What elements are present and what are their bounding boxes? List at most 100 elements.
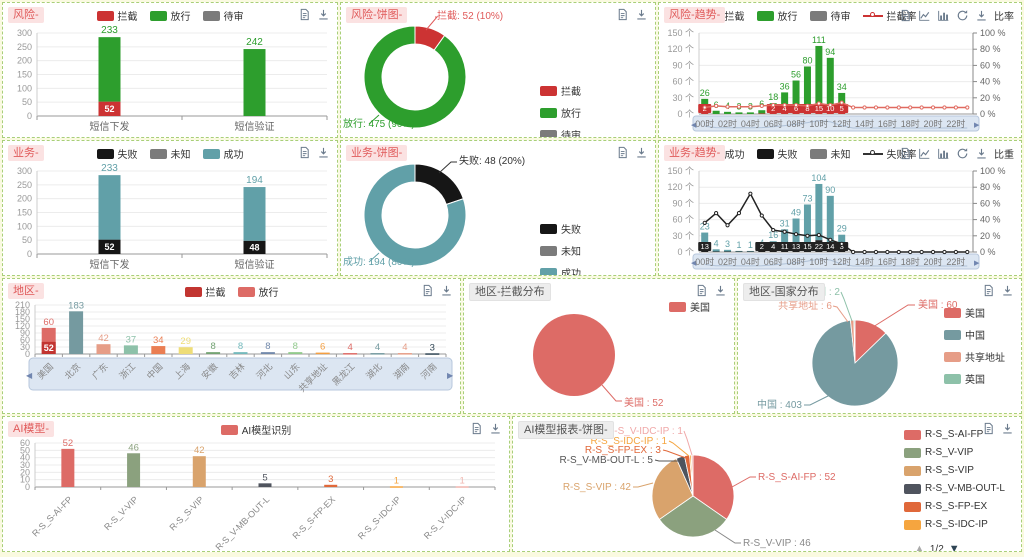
bar-segment[interactable] xyxy=(769,112,777,114)
legend-item[interactable]: 未知 xyxy=(149,146,191,161)
bar[interactable] xyxy=(96,344,111,354)
legend-item[interactable]: 待审 xyxy=(809,8,851,23)
bar-segment[interactable] xyxy=(98,239,121,254)
bar[interactable] xyxy=(69,311,84,354)
legend-item[interactable]: 放行 xyxy=(149,8,191,23)
bar-segment[interactable] xyxy=(735,250,743,252)
bar-segment[interactable] xyxy=(826,195,834,245)
bar-segment[interactable] xyxy=(712,249,720,252)
ai-pie-chart[interactable]: R-S_V-IDC-IP : 1R-S_S-IDC-IP : 1R-S_S-FP… xyxy=(513,417,1021,551)
bar[interactable] xyxy=(288,352,303,354)
data-view-icon[interactable] xyxy=(421,284,434,297)
download-icon[interactable] xyxy=(635,8,648,21)
download-icon[interactable] xyxy=(1001,284,1014,297)
pie-slice[interactable] xyxy=(658,495,728,538)
bar[interactable] xyxy=(397,353,412,355)
bar-chart-icon[interactable] xyxy=(937,147,950,160)
bar-segment[interactable] xyxy=(735,251,743,252)
bar-segment[interactable] xyxy=(243,187,266,241)
pie-slice[interactable] xyxy=(414,163,464,206)
legend-item[interactable]: 拦截 xyxy=(96,8,138,23)
bar-segment[interactable] xyxy=(746,250,754,252)
risk-bar-chart[interactable]: 0 50 100 150 200 250 300 52 233 短信下发 242 短信验证 xyxy=(3,3,337,137)
ratio-toggle[interactable]: 比重 xyxy=(994,150,1014,161)
datazoom-slider[interactable] xyxy=(28,357,453,391)
pager-down-icon[interactable]: ▼ xyxy=(948,543,960,552)
data-view-icon[interactable] xyxy=(616,146,629,159)
bar[interactable] xyxy=(315,352,330,355)
download-icon[interactable] xyxy=(317,8,330,21)
legend-item[interactable]: 美国 xyxy=(944,305,985,320)
biz-bar-chart[interactable]: 0 50 100 150 200 250 300 52 233 短信下发 48 194 短信验证 xyxy=(3,141,337,275)
download-icon[interactable] xyxy=(317,146,330,159)
data-view-icon[interactable] xyxy=(470,422,483,435)
bar[interactable] xyxy=(61,448,75,487)
legend-item[interactable]: 放行 xyxy=(237,284,279,299)
bar-segment[interactable] xyxy=(826,57,834,109)
legend-item[interactable]: 未知 xyxy=(540,243,581,258)
legend-item[interactable]: 成功 xyxy=(202,146,244,161)
bar-segment[interactable] xyxy=(746,112,754,114)
bar-segment[interactable] xyxy=(701,112,709,114)
pager-up-icon[interactable]: ▲ xyxy=(913,543,925,552)
legend-item[interactable]: AI模型识别 xyxy=(220,422,291,437)
download-icon[interactable] xyxy=(489,422,502,435)
bar[interactable] xyxy=(455,486,469,488)
bar[interactable] xyxy=(151,346,166,354)
legend-item[interactable]: 拦截 xyxy=(184,284,226,299)
bar-segment[interactable] xyxy=(98,37,121,102)
legend-item[interactable]: 放行 xyxy=(756,8,798,23)
legend-item[interactable]: 失败率 xyxy=(862,146,917,161)
bar[interactable] xyxy=(192,456,206,487)
data-view-icon[interactable] xyxy=(695,284,708,297)
bar-segment[interactable] xyxy=(781,92,789,112)
download-icon[interactable] xyxy=(440,284,453,297)
risk-donut-chart[interactable]: 拦截: 52 (10%) 放行: 475 (90%) xyxy=(341,3,655,137)
legend-item[interactable]: 共享地址 xyxy=(944,349,1005,364)
bar[interactable] xyxy=(233,352,248,354)
legend-item[interactable]: 拦截 xyxy=(540,83,581,98)
bar-segment[interactable] xyxy=(98,175,121,240)
bar[interactable] xyxy=(123,345,138,354)
bar-segment[interactable] xyxy=(724,249,732,252)
bar[interactable] xyxy=(178,347,193,354)
legend-item[interactable]: R-S_S-AI-FP xyxy=(903,429,983,440)
bar-segment[interactable] xyxy=(724,251,732,252)
bar-segment[interactable] xyxy=(701,232,709,245)
legend-item[interactable]: R-S_S-FP-EX xyxy=(903,501,987,512)
pie-slice[interactable] xyxy=(811,319,899,407)
refresh-icon[interactable] xyxy=(956,147,969,160)
bar-segment[interactable] xyxy=(712,110,720,114)
bar[interactable] xyxy=(370,353,385,355)
bar[interactable] xyxy=(425,353,440,355)
bar-segment[interactable] xyxy=(803,204,811,244)
bar-segment[interactable] xyxy=(781,229,789,247)
legend-item[interactable]: R-S_S-VIP xyxy=(903,465,974,476)
bar-segment[interactable] xyxy=(838,250,846,252)
data-view-icon[interactable] xyxy=(899,147,912,160)
region-block-pie-chart[interactable]: 美国 : 52 xyxy=(464,279,734,413)
risk-trend-chart[interactable]: 0 个 30 个 60 个 90 个 120 个 150 个 0 % 20 % 40 % 60 %… xyxy=(659,3,1021,137)
data-view-icon[interactable] xyxy=(899,9,912,22)
pie-slice[interactable] xyxy=(692,454,735,520)
legend-item[interactable]: 待审 xyxy=(202,8,244,23)
legend-item[interactable]: 中国 xyxy=(944,327,985,342)
refresh-icon[interactable] xyxy=(956,9,969,22)
download-icon[interactable] xyxy=(1001,422,1014,435)
line-chart-icon[interactable] xyxy=(918,147,931,160)
biz-donut-chart[interactable]: 失败: 48 (20%) 成功: 194 (80%) xyxy=(341,141,655,275)
download-icon[interactable] xyxy=(975,9,988,22)
download-icon[interactable] xyxy=(714,284,727,297)
bar[interactable] xyxy=(127,453,141,487)
bar[interactable] xyxy=(258,483,272,487)
bar-segment[interactable] xyxy=(815,183,823,241)
legend-item[interactable]: 失败 xyxy=(96,146,138,161)
bar-chart-icon[interactable] xyxy=(937,9,950,22)
pie-slice[interactable] xyxy=(363,25,467,129)
data-view-icon[interactable] xyxy=(982,284,995,297)
bar-segment[interactable] xyxy=(243,49,266,117)
legend-item[interactable]: 未知 xyxy=(809,146,851,161)
legend-item[interactable]: 放行 xyxy=(540,105,581,120)
data-view-icon[interactable] xyxy=(298,146,311,159)
